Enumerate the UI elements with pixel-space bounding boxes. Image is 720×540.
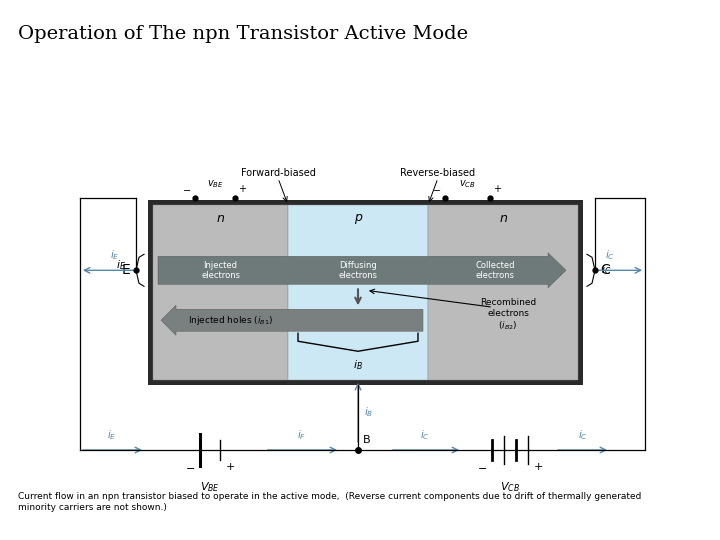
Text: $-$: $-$ bbox=[182, 184, 192, 194]
Text: $i_E$: $i_E$ bbox=[116, 259, 126, 272]
Text: Operation of The npn Transistor Active Mode: Operation of The npn Transistor Active M… bbox=[18, 25, 468, 43]
Text: $+$: $+$ bbox=[238, 183, 248, 194]
FancyArrow shape bbox=[158, 253, 566, 288]
Text: $i_B$: $i_B$ bbox=[364, 406, 374, 420]
Text: $v_{BE}$: $v_{BE}$ bbox=[207, 178, 223, 190]
Text: $+$: $+$ bbox=[533, 461, 543, 472]
Text: $i_C$: $i_C$ bbox=[601, 264, 611, 277]
Text: $i_C$: $i_C$ bbox=[420, 428, 430, 442]
Text: $+$: $+$ bbox=[225, 461, 235, 472]
Text: $i_E$: $i_E$ bbox=[110, 248, 120, 262]
Text: $+$: $+$ bbox=[493, 183, 503, 194]
Text: $i_E$: $i_E$ bbox=[107, 428, 117, 442]
Text: $i_C$: $i_C$ bbox=[605, 248, 615, 262]
Text: $i_B$: $i_B$ bbox=[353, 358, 363, 372]
Text: $i_F$: $i_F$ bbox=[297, 428, 307, 442]
Bar bbox=[288, 205, 428, 380]
Text: $-$: $-$ bbox=[185, 462, 195, 472]
Text: $i_C$: $i_C$ bbox=[578, 428, 588, 442]
Bar bbox=[148, 200, 583, 385]
Text: $-$: $-$ bbox=[477, 462, 487, 472]
Text: Recombined
electrons
($i_{B2}$): Recombined electrons ($i_{B2}$) bbox=[480, 298, 536, 333]
Text: Injected
electrons: Injected electrons bbox=[201, 261, 240, 280]
FancyArrow shape bbox=[161, 305, 423, 335]
Text: C: C bbox=[600, 264, 610, 278]
Text: minority carriers are not shown.): minority carriers are not shown.) bbox=[18, 503, 167, 512]
Text: Forward-biased: Forward-biased bbox=[240, 168, 315, 178]
Bar bbox=[428, 205, 578, 380]
Text: Injected holes ($i_{B1}$): Injected holes ($i_{B1}$) bbox=[188, 314, 273, 327]
Text: n: n bbox=[217, 212, 225, 225]
Text: p: p bbox=[354, 212, 362, 225]
Text: Diffusing
electrons: Diffusing electrons bbox=[338, 261, 377, 280]
Text: Reverse-biased: Reverse-biased bbox=[400, 168, 476, 178]
Text: Current flow in an npn transistor biased to operate in the active mode,  (Revers: Current flow in an npn transistor biased… bbox=[18, 492, 642, 501]
Text: B: B bbox=[363, 435, 371, 445]
Text: $V_{CB}$: $V_{CB}$ bbox=[500, 480, 520, 494]
Text: Collected
electrons: Collected electrons bbox=[475, 261, 515, 280]
Bar bbox=[153, 205, 288, 380]
Text: E: E bbox=[122, 264, 130, 278]
Text: $V_{BE}$: $V_{BE}$ bbox=[200, 480, 220, 494]
Text: $-$: $-$ bbox=[433, 184, 441, 194]
Text: n: n bbox=[499, 212, 507, 225]
Text: $v_{CB}$: $v_{CB}$ bbox=[459, 178, 476, 190]
